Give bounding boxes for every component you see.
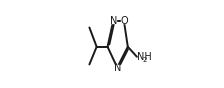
Polygon shape <box>121 18 127 23</box>
Polygon shape <box>111 18 116 23</box>
Text: 2: 2 <box>143 57 147 63</box>
Polygon shape <box>115 65 120 70</box>
Text: O: O <box>120 16 128 26</box>
Text: N: N <box>110 16 117 26</box>
Text: NH: NH <box>137 52 152 62</box>
Text: N: N <box>114 63 121 73</box>
